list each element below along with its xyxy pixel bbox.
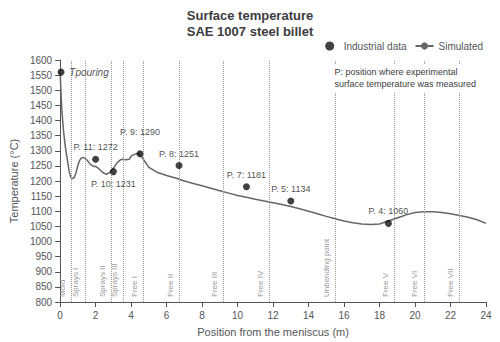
svg-text:1100: 1100 [31,206,53,217]
svg-text:1600: 1600 [30,55,53,66]
svg-text:6: 6 [164,310,170,321]
svg-text:800: 800 [35,297,52,308]
svg-text:1550: 1550 [30,70,53,81]
svg-text:1350: 1350 [30,130,53,141]
svg-text:1150: 1150 [31,191,53,202]
svg-text:24: 24 [480,310,492,321]
svg-text:Free III: Free III [210,272,219,297]
svg-text:Sprays II: Sprays II [98,265,107,297]
svg-text:SAE 1007 steel billet: SAE 1007 steel billet [187,24,314,39]
svg-text:Free V: Free V [381,272,390,297]
svg-text:16: 16 [338,310,350,321]
svg-text:Simulated: Simulated [439,41,483,52]
svg-text:900: 900 [35,266,52,277]
svg-text:1250: 1250 [30,160,53,171]
svg-text:950: 950 [35,251,52,262]
svg-text:1450: 1450 [30,100,53,111]
svg-text:Sprays I: Sprays I [71,268,80,297]
svg-text:Free VII: Free VII [446,269,455,297]
svg-text:surface temperature was measur: surface temperature was measured [334,79,476,89]
svg-text:4: 4 [128,310,134,321]
svg-text:Mold: Mold [58,280,67,297]
svg-text:Tpouring: Tpouring [69,67,109,78]
svg-text:1300: 1300 [30,145,53,156]
svg-text:Free IV: Free IV [256,270,265,297]
svg-text:2: 2 [93,310,99,321]
svg-text:P. 7: 1181: P. 7: 1181 [227,170,266,180]
svg-text:P: position where experimental: P: position where experimental [334,67,457,77]
svg-text:1050: 1050 [30,221,53,232]
svg-text:Surface temperature: Surface temperature [187,8,313,23]
svg-text:1000: 1000 [30,236,53,247]
svg-text:P. 11: 1272: P. 11: 1272 [74,142,118,152]
svg-text:Position from the meniscus (m): Position from the meniscus (m) [197,326,349,338]
svg-text:Industrial data: Industrial data [344,41,407,52]
svg-text:Free VI: Free VI [410,271,419,297]
svg-text:850: 850 [35,281,52,292]
svg-text:18: 18 [374,310,386,321]
svg-text:Temperature (°C): Temperature (°C) [8,139,20,223]
svg-text:14: 14 [303,310,315,321]
svg-text:10: 10 [232,310,244,321]
svg-text:1500: 1500 [30,85,53,96]
svg-text:1400: 1400 [30,115,53,126]
svg-text:20: 20 [409,310,421,321]
svg-text:0: 0 [57,310,63,321]
svg-text:Unbending point: Unbending point [322,238,331,297]
svg-text:8: 8 [199,310,205,321]
svg-text:1200: 1200 [30,176,53,187]
svg-text:Free II: Free II [166,274,175,297]
svg-text:P. 10: 1231: P. 10: 1231 [91,179,136,189]
svg-text:P. 5: 1134: P. 5: 1134 [271,184,310,194]
svg-text:12: 12 [268,310,280,321]
svg-text:P. 8: 1251: P. 8: 1251 [159,149,199,159]
svg-text:Sprays III: Sprays III [110,263,119,297]
svg-text:Free I: Free I [130,276,139,297]
svg-text:P. 4: 1060: P. 4: 1060 [368,206,408,216]
svg-text:22: 22 [445,310,457,321]
svg-text:P. 9: 1290: P. 9: 1290 [120,127,160,137]
